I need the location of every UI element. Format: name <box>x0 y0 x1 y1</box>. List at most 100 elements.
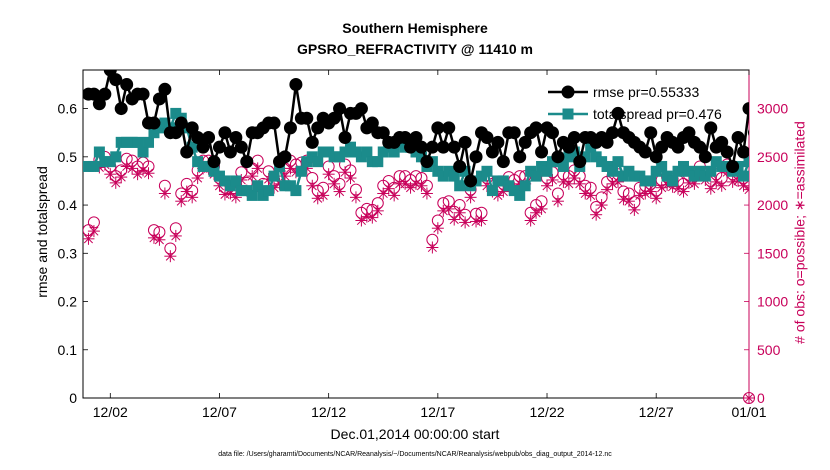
rmse-point <box>120 77 134 91</box>
assimilated-obs-point <box>704 182 717 195</box>
rmse-point <box>638 145 652 159</box>
rmse-point <box>436 140 450 154</box>
assimilated-obs-point <box>169 229 182 242</box>
totalspread-point <box>585 141 597 153</box>
totalspread-point <box>454 180 466 192</box>
totalspread-point <box>814 151 825 162</box>
assimilated-obs-point <box>164 250 177 263</box>
assimilated-obs-point <box>475 214 488 227</box>
y-left-tick-label: 0.6 <box>58 101 78 117</box>
rmse-point <box>365 116 379 130</box>
x-tick-label: 12/02 <box>93 404 128 420</box>
assimilated-obs-point <box>104 168 117 181</box>
x-tick-label: 12/27 <box>639 404 674 420</box>
assimilated-obs-point <box>317 189 330 202</box>
rmse-point <box>469 150 483 164</box>
rmse-point <box>600 135 614 149</box>
y-left-tick-label: 0.4 <box>58 197 78 213</box>
rmse-point <box>518 135 532 149</box>
rmse-point <box>185 121 199 135</box>
chart-title: Southern Hemisphere <box>342 20 488 36</box>
assimilated-obs-point <box>186 191 199 204</box>
rmse-point <box>431 121 445 135</box>
rmse-point <box>704 121 718 135</box>
totalspread-point <box>607 165 619 177</box>
rmse-point <box>496 155 510 169</box>
legend: rmse pr=0.55333 totalspread pr=0.476 <box>548 84 722 122</box>
rmse-point <box>92 97 106 111</box>
rmse-point <box>442 121 456 135</box>
chart-subtitle: GPSRO_REFRACTIVITY @ 11410 m <box>297 41 533 57</box>
totalspread-point <box>579 151 591 163</box>
rmse-point <box>644 126 658 140</box>
totalspread-point <box>568 146 580 158</box>
rmse-point <box>267 116 281 130</box>
assimilated-obs-point <box>153 233 166 246</box>
y-right-tick-label: 1000 <box>757 294 788 310</box>
rmse-point <box>420 155 434 169</box>
x-tick-label: 01/01 <box>731 404 766 420</box>
rmse-point <box>458 135 472 149</box>
assimilated-obs-point <box>814 175 826 187</box>
possible-obs-point <box>820 175 830 186</box>
totalspread-point <box>448 170 460 182</box>
assimilated-obs-point <box>83 232 95 245</box>
assimilated-obs-point <box>344 172 357 185</box>
y-left-tick-label: 0.3 <box>58 245 78 261</box>
assimilated-obs-point <box>726 175 739 188</box>
totalspread-point <box>263 185 275 197</box>
assimilated-obs-point <box>142 167 155 180</box>
legend-rmse-label: rmse pr=0.55333 <box>593 84 699 100</box>
rmse-point <box>485 145 499 159</box>
assimilated-obs-point <box>371 204 384 217</box>
assimilated-obs-point <box>426 241 439 254</box>
assimilated-obs-point <box>617 193 630 206</box>
rmse-point <box>573 155 587 169</box>
legend-totalspread-label: totalspread pr=0.476 <box>593 106 722 122</box>
rmse-point <box>409 131 423 145</box>
rmse-point <box>425 140 439 154</box>
rmse-point <box>109 73 123 87</box>
totalspread-point <box>268 170 280 182</box>
assimilated-obs-point <box>87 225 100 238</box>
totalspread-point <box>530 170 542 182</box>
rmse-point <box>191 131 205 145</box>
x-tick-label: 12/12 <box>311 404 346 420</box>
rmse-point <box>278 150 292 164</box>
rmse-point <box>218 126 232 140</box>
assimilated-obs-point <box>382 182 395 195</box>
y-right-tick-label: 500 <box>757 342 781 358</box>
rmse-point <box>764 131 777 144</box>
rmse-point <box>535 145 549 159</box>
rmse-point <box>606 126 620 140</box>
rmse-point <box>240 155 254 169</box>
totalspread-point <box>809 156 820 167</box>
rmse-point <box>808 131 821 144</box>
y-right-tick-label: 2000 <box>757 197 788 213</box>
rmse-point <box>114 102 128 116</box>
assimilated-obs-point <box>770 168 782 180</box>
assimilated-obs-point <box>410 177 422 190</box>
assimilated-obs-point <box>622 195 635 208</box>
assimilated-obs-point <box>633 189 646 202</box>
rmse-point <box>720 145 734 159</box>
legend-totalspread-marker <box>562 108 574 120</box>
totalspread-point <box>252 180 264 192</box>
rmse-point <box>87 87 101 101</box>
totalspread-point <box>743 156 749 168</box>
totalspread-point <box>246 189 258 201</box>
rmse-point <box>819 155 830 168</box>
assimilated-obs-point <box>584 189 597 202</box>
possible-obs-point <box>760 181 771 192</box>
assimilated-obs-point <box>524 214 537 227</box>
totalspread-point <box>656 160 668 172</box>
rmse-point <box>147 116 161 130</box>
x-tick-label: 12/17 <box>420 404 455 420</box>
totalspread-point <box>186 141 198 153</box>
legend-rmse-marker <box>561 85 575 99</box>
assimilated-obs-point <box>809 166 821 178</box>
rmse-point <box>453 159 467 173</box>
assimilated-obs-point <box>595 199 608 212</box>
assimilated-obs-point <box>535 202 548 215</box>
possible-obs-point <box>809 159 820 170</box>
